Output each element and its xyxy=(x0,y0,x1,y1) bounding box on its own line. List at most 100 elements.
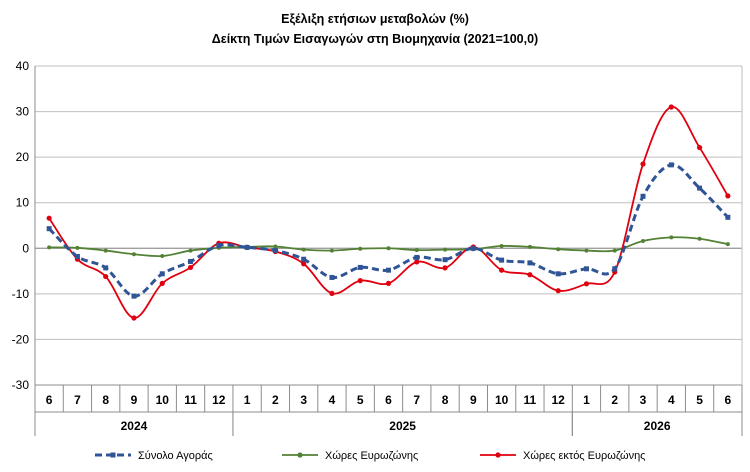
legend-non-eurozone-marker xyxy=(495,452,501,458)
series-eurozone-point xyxy=(527,244,532,249)
x-tick-label: 8 xyxy=(102,393,109,407)
x-tick-label: 1 xyxy=(244,393,251,407)
x-tick-label: 12 xyxy=(552,393,566,407)
x-tick-label: 12 xyxy=(212,393,226,407)
series-eurozone-point xyxy=(641,238,646,243)
y-tick-label: 20 xyxy=(16,150,30,164)
series-total-market-point xyxy=(527,260,533,266)
x-tick-label: 5 xyxy=(696,393,703,407)
x-tick-label: 1 xyxy=(583,393,590,407)
series-total-market-point xyxy=(612,266,618,272)
x-tick-label: 11 xyxy=(184,393,197,407)
series-eurozone-point xyxy=(301,247,306,252)
series-eurozone-point xyxy=(160,254,165,259)
series-non-eurozone-point xyxy=(357,278,363,284)
series-total-market-point xyxy=(583,266,589,272)
series-total-market-point xyxy=(725,214,731,220)
series-non-eurozone-point xyxy=(442,265,448,271)
series-total-market-point xyxy=(188,259,194,265)
series-total-market-point xyxy=(442,257,448,263)
x-tick-label: 3 xyxy=(300,393,307,407)
x-tick-label: 4 xyxy=(668,393,675,407)
series-total-market-point xyxy=(499,257,505,263)
series-non-eurozone-point xyxy=(131,315,137,321)
series-eurozone-point xyxy=(47,245,52,250)
x-tick-label: 8 xyxy=(442,393,449,407)
series-total-market-point xyxy=(386,267,391,273)
series-non-eurozone-point xyxy=(668,104,674,110)
series-eurozone-point xyxy=(443,247,448,252)
x-tick-label: 9 xyxy=(131,393,138,407)
series-non-eurozone-point xyxy=(555,288,561,294)
series-non-eurozone-point xyxy=(301,261,307,267)
year-label: 2024 xyxy=(121,419,148,433)
series-eurozone-point xyxy=(131,252,136,257)
x-tick-label: 6 xyxy=(385,393,392,407)
series-eurozone-point xyxy=(386,246,391,251)
series-eurozone-point xyxy=(697,236,702,241)
y-tick-label: 40 xyxy=(16,59,30,73)
series-total-market-point xyxy=(414,254,420,260)
legend-eurozone-label: Χώρες Ευρωζώνης xyxy=(325,450,418,462)
series-total-market-point xyxy=(74,253,80,259)
legend-total-market-marker xyxy=(110,452,116,458)
series-eurozone-point xyxy=(725,242,730,247)
x-tick-label: 4 xyxy=(329,393,336,407)
y-tick-label: -30 xyxy=(12,378,30,392)
legend-eurozone-marker xyxy=(297,452,303,458)
year-label: 2025 xyxy=(389,419,416,433)
series-non-eurozone-point xyxy=(583,281,590,287)
series-non-eurozone-point xyxy=(187,264,194,271)
series-eurozone-point xyxy=(329,248,334,253)
y-tick-label: -10 xyxy=(12,287,30,301)
series-eurozone-point xyxy=(75,245,80,250)
x-tick-label: 10 xyxy=(156,393,170,407)
series-non-eurozone-point xyxy=(725,193,731,199)
series-non-eurozone-point xyxy=(527,272,533,278)
series-total-market-point xyxy=(697,185,703,191)
legend-non-eurozone-label: Χώρες εκτός Ευρωζώνης xyxy=(523,450,646,462)
series-total-market-point xyxy=(103,265,109,271)
series-eurozone-point xyxy=(273,244,278,249)
x-tick-label: 6 xyxy=(725,393,732,407)
x-tick-label: 5 xyxy=(357,393,364,407)
series-eurozone-point xyxy=(584,248,589,253)
chart-subtitle: Δείκτη Τιμών Εισαγωγών στη Βιομηχανία (2… xyxy=(211,32,539,46)
series-total-market-point xyxy=(640,193,646,199)
series-eurozone-point xyxy=(358,246,363,251)
series-eurozone-point xyxy=(556,247,561,252)
series-total-market-point xyxy=(301,256,307,262)
y-tick-label: 30 xyxy=(16,105,30,119)
series-total-market-point xyxy=(159,271,165,277)
series-total-market-point xyxy=(272,248,278,254)
x-tick-label: 6 xyxy=(46,393,53,407)
series-eurozone-point xyxy=(499,244,504,249)
x-tick-label: 2 xyxy=(611,393,618,407)
series-non-eurozone-point xyxy=(385,280,392,286)
series-total-market-point xyxy=(668,162,674,168)
x-tick-label: 7 xyxy=(74,393,81,407)
series-non-eurozone-point xyxy=(46,215,52,221)
legend-total-market-label: Σύνολο Αγοράς xyxy=(138,450,213,462)
y-tick-label: 10 xyxy=(16,196,30,210)
x-tick-label: 9 xyxy=(470,393,477,407)
x-tick-label: 3 xyxy=(640,393,647,407)
series-non-eurozone-point xyxy=(159,280,165,286)
series-non-eurozone-point xyxy=(640,161,646,167)
series-total-market-point xyxy=(216,243,222,249)
series-non-eurozone-point xyxy=(696,144,703,151)
series-eurozone-point xyxy=(103,248,108,253)
series-total-market-point xyxy=(470,245,476,251)
y-tick-label: -20 xyxy=(12,332,30,346)
x-tick-label: 2 xyxy=(272,393,279,407)
chart-title: Εξέλιξη ετήσιων μεταβολών (%) xyxy=(281,12,469,26)
x-tick-label: 7 xyxy=(413,393,420,407)
series-non-eurozone-point xyxy=(414,259,420,265)
series-eurozone-point xyxy=(414,248,419,253)
series-eurozone-point xyxy=(188,248,193,253)
series-total-market-point xyxy=(46,226,52,232)
series-total-market-point xyxy=(555,271,561,277)
series-eurozone-point xyxy=(612,248,617,253)
y-tick-label: 0 xyxy=(22,241,29,255)
